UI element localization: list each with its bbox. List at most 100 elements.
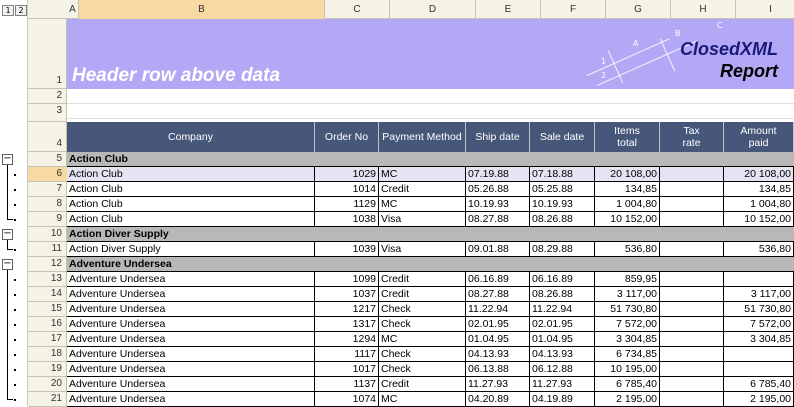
row-header-14[interactable]: 14	[28, 287, 67, 302]
cell-pay[interactable]: Check	[379, 317, 466, 332]
column-header-b[interactable]: B	[79, 0, 325, 19]
cell-pay[interactable]: Visa	[379, 242, 466, 257]
cell-items[interactable]: 3 304,85	[595, 332, 660, 347]
cell-sale[interactable]: 04.19.89	[530, 392, 595, 407]
cell-paid[interactable]	[724, 272, 794, 287]
cell-sale[interactable]: 05.25.88	[530, 182, 595, 197]
row-header-21[interactable]: 21	[28, 392, 67, 407]
cell-paid[interactable]: 7 572,00	[724, 317, 794, 332]
cell-sale[interactable]: 11.22.94	[530, 302, 595, 317]
column-header-h[interactable]: H	[671, 0, 736, 19]
cell-paid[interactable]	[724, 347, 794, 362]
cell-tax[interactable]	[660, 362, 724, 377]
cell-sale[interactable]: 08.29.88	[530, 242, 595, 257]
cell-paid[interactable]: 20 108,00	[724, 167, 794, 182]
cell-company[interactable]: Adventure Undersea	[67, 347, 315, 362]
cell-paid[interactable]	[724, 362, 794, 377]
header-amount-paid[interactable]: Amount paid	[724, 122, 794, 152]
row-header-4[interactable]: 4	[28, 122, 67, 152]
cell-company[interactable]: Action Club	[67, 212, 315, 227]
header-tax-rate[interactable]: Tax rate	[660, 122, 724, 152]
cell-pay[interactable]: Check	[379, 302, 466, 317]
cell-ship[interactable]: 09.01.88	[466, 242, 530, 257]
cell-order[interactable]: 1037	[315, 287, 379, 302]
cell-company[interactable]: Adventure Undersea	[67, 392, 315, 407]
cell-ship[interactable]: 07.19.88	[466, 167, 530, 182]
collapse-group-icon[interactable]: −	[2, 228, 13, 240]
cell-sale[interactable]: 10.19.93	[530, 197, 595, 212]
cell-company[interactable]: Adventure Undersea	[67, 362, 315, 377]
cell-pay[interactable]: Credit	[379, 287, 466, 302]
cell-items[interactable]: 51 730,80	[595, 302, 660, 317]
row-header-19[interactable]: 19	[28, 362, 67, 377]
cell-items[interactable]: 6 785,40	[595, 377, 660, 392]
cell-items[interactable]: 134,85	[595, 182, 660, 197]
cell-ship[interactable]: 01.04.95	[466, 332, 530, 347]
group-name[interactable]: Action Diver Supply	[69, 228, 169, 240]
cell-order[interactable]: 1317	[315, 317, 379, 332]
cell-paid[interactable]: 1 004,80	[724, 197, 794, 212]
cell-pay[interactable]: Check	[379, 362, 466, 377]
column-header-a[interactable]: A	[67, 0, 79, 19]
cell-company[interactable]: Adventure Undersea	[67, 377, 315, 392]
cell-tax[interactable]	[660, 302, 724, 317]
cell-pay[interactable]: Credit	[379, 182, 466, 197]
cell-pay[interactable]: MC	[379, 392, 466, 407]
cell-pay[interactable]: Check	[379, 347, 466, 362]
cell-sale[interactable]: 11.27.93	[530, 377, 595, 392]
cell-order[interactable]: 1029	[315, 167, 379, 182]
column-header-g[interactable]: G	[606, 0, 671, 19]
cell-ship[interactable]: 11.27.93	[466, 377, 530, 392]
row-header-11[interactable]: 11	[28, 242, 67, 257]
cell-pay[interactable]: Visa	[379, 212, 466, 227]
cell-order[interactable]: 1014	[315, 182, 379, 197]
row-header-10[interactable]: 10	[28, 227, 67, 242]
cell-order[interactable]: 1038	[315, 212, 379, 227]
cell-tax[interactable]	[660, 347, 724, 362]
cell-items[interactable]: 1 004,80	[595, 197, 660, 212]
row-header-9[interactable]: 9	[28, 212, 67, 227]
row-header-3[interactable]: 3	[28, 104, 67, 122]
column-header-e[interactable]: E	[476, 0, 541, 19]
column-header-d[interactable]: D	[390, 0, 476, 19]
cell-items[interactable]: 10 195,00	[595, 362, 660, 377]
cell-order[interactable]: 1099	[315, 272, 379, 287]
row-header-18[interactable]: 18	[28, 347, 67, 362]
cell-company[interactable]: Adventure Undersea	[67, 332, 315, 347]
cell-paid[interactable]: 536,80	[724, 242, 794, 257]
row-header-12[interactable]: 12	[28, 257, 67, 272]
cell-pay[interactable]: Credit	[379, 377, 466, 392]
row-header-15[interactable]: 15	[28, 302, 67, 317]
cell-company[interactable]: Adventure Undersea	[67, 272, 315, 287]
row-header-5[interactable]: 5	[28, 152, 67, 167]
cell-tax[interactable]	[660, 332, 724, 347]
header-company[interactable]: Company	[67, 122, 315, 152]
header-items-total[interactable]: Items total	[595, 122, 660, 152]
cell-items[interactable]: 536,80	[595, 242, 660, 257]
cell-pay[interactable]: Credit	[379, 272, 466, 287]
cell-tax[interactable]	[660, 212, 724, 227]
cell-order[interactable]: 1039	[315, 242, 379, 257]
outline-level-1-button[interactable]: 1	[2, 5, 14, 16]
cell-items[interactable]: 6 734,85	[595, 347, 660, 362]
cell-items[interactable]: 859,95	[595, 272, 660, 287]
cell-company[interactable]: Action Club	[67, 182, 315, 197]
column-header-i[interactable]: I	[736, 0, 794, 19]
cell-tax[interactable]	[660, 272, 724, 287]
row-header-7[interactable]: 7	[28, 182, 67, 197]
cell-paid[interactable]: 51 730,80	[724, 302, 794, 317]
cell-company[interactable]: Action Club	[67, 197, 315, 212]
row-header-6[interactable]: 6	[28, 167, 67, 182]
cell-order[interactable]: 1217	[315, 302, 379, 317]
cell-tax[interactable]	[660, 317, 724, 332]
cell-ship[interactable]: 08.27.88	[466, 212, 530, 227]
cell-sale[interactable]: 04.13.93	[530, 347, 595, 362]
cell-order[interactable]: 1294	[315, 332, 379, 347]
header-payment-method[interactable]: Payment Method	[379, 122, 466, 152]
cell-ship[interactable]: 08.27.88	[466, 287, 530, 302]
cell-tax[interactable]	[660, 287, 724, 302]
cell-tax[interactable]	[660, 197, 724, 212]
row-header-8[interactable]: 8	[28, 197, 67, 212]
row-header-2[interactable]: 2	[28, 89, 67, 104]
cell-ship[interactable]: 04.20.89	[466, 392, 530, 407]
